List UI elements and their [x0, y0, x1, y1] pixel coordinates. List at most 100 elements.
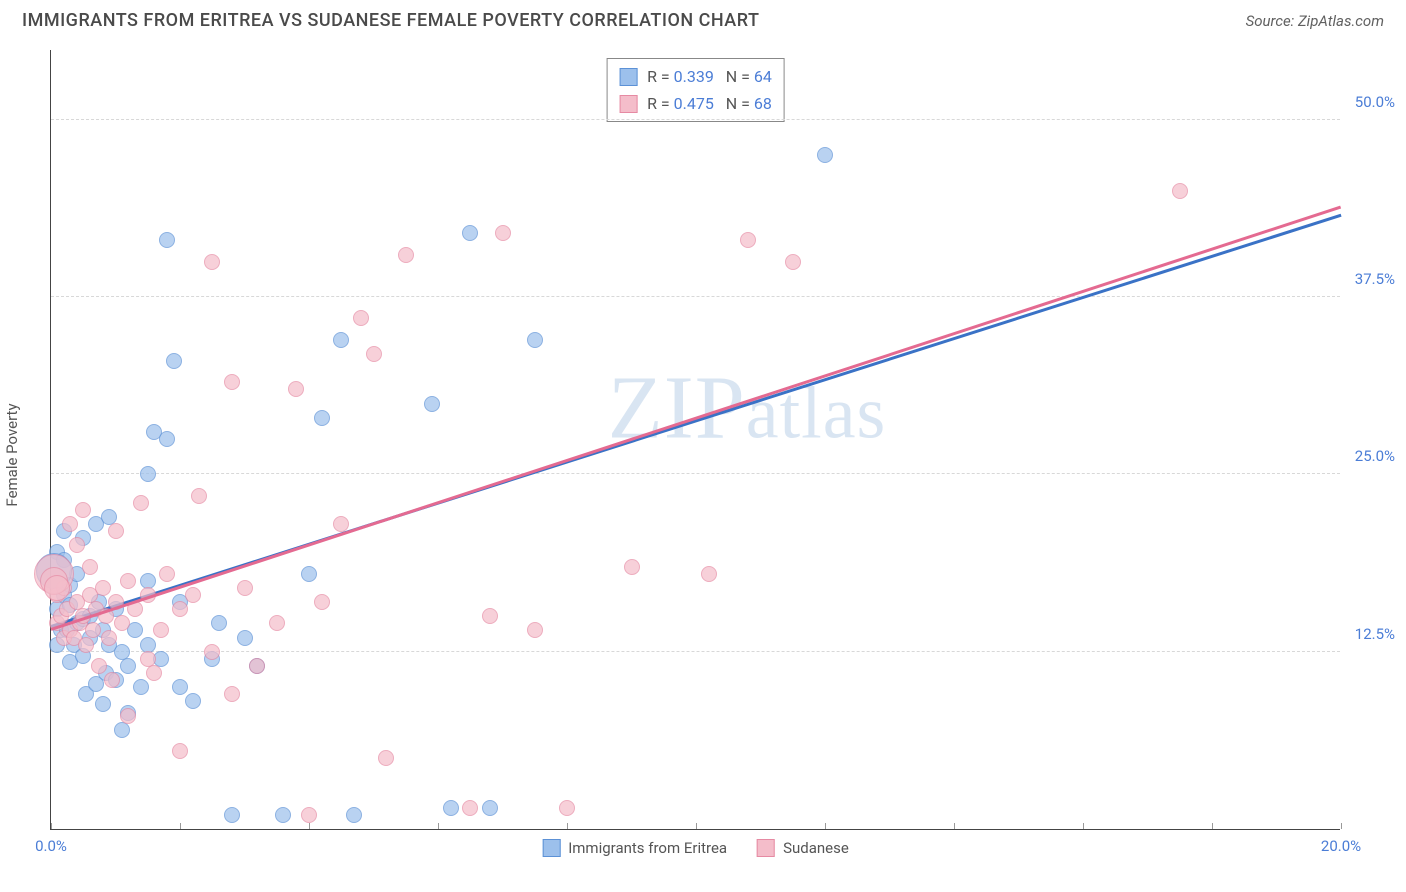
data-point — [166, 353, 182, 369]
data-point — [333, 332, 349, 348]
y-axis-label: Female Poverty — [3, 403, 21, 506]
data-point — [95, 696, 111, 712]
data-point — [817, 147, 833, 163]
data-point — [85, 622, 101, 638]
legend-item-sudanese: Sudanese — [757, 839, 849, 857]
data-point — [133, 679, 149, 695]
data-point — [288, 381, 304, 397]
x-tick-mark — [1212, 823, 1213, 829]
data-point — [224, 686, 240, 702]
data-point — [701, 566, 717, 582]
data-point — [275, 807, 291, 823]
data-point — [75, 502, 91, 518]
r-value-eritrea: 0.339 — [674, 67, 714, 86]
swatch-eritrea — [619, 68, 637, 86]
data-point — [159, 431, 175, 447]
data-point — [624, 559, 640, 575]
data-point — [527, 332, 543, 348]
data-point — [44, 575, 70, 601]
y-tick-label: 12.5% — [1343, 625, 1395, 643]
data-point — [224, 374, 240, 390]
y-tick-label: 50.0% — [1343, 93, 1395, 111]
n-value-sudanese: 68 — [754, 94, 772, 113]
data-point — [785, 254, 801, 270]
x-tick-mark — [1341, 823, 1342, 829]
data-point — [366, 346, 382, 362]
x-tick-mark — [696, 823, 697, 829]
correlation-legend: R = 0.339 N = 64 R = 0.475 N = 68 — [606, 58, 785, 122]
plot-area: ZIPatlas R = 0.339 N = 64 R = 0.475 N = … — [50, 50, 1340, 830]
data-point — [269, 615, 285, 631]
data-point — [204, 644, 220, 660]
x-tick-mark — [51, 823, 52, 829]
x-tick-mark — [438, 823, 439, 829]
data-point — [114, 615, 130, 631]
swatch-sudanese — [619, 95, 637, 113]
legend-item-eritrea: Immigrants from Eritrea — [542, 839, 727, 857]
data-point — [301, 566, 317, 582]
data-point — [495, 225, 511, 241]
data-point — [133, 495, 149, 511]
data-point — [353, 310, 369, 326]
data-point — [172, 743, 188, 759]
data-point — [120, 708, 136, 724]
data-point — [301, 807, 317, 823]
data-point — [398, 247, 414, 263]
data-point — [91, 658, 107, 674]
data-point — [424, 396, 440, 412]
x-tick-label: 0.0% — [35, 837, 67, 855]
data-point — [204, 254, 220, 270]
data-point — [172, 601, 188, 617]
data-point — [237, 580, 253, 596]
x-tick-mark — [954, 823, 955, 829]
data-point — [559, 800, 575, 816]
data-point — [62, 516, 78, 532]
x-tick-mark — [309, 823, 310, 829]
x-tick-mark — [567, 823, 568, 829]
data-point — [314, 594, 330, 610]
data-point — [314, 410, 330, 426]
n-value-eritrea: 64 — [754, 67, 772, 86]
series-legend: Immigrants from Eritrea Sudanese — [542, 839, 849, 857]
data-point — [69, 537, 85, 553]
source-attribution: Source: ZipAtlas.com — [1246, 12, 1384, 30]
data-point — [104, 672, 120, 688]
gridline-h — [51, 296, 1340, 297]
data-point — [527, 622, 543, 638]
data-point — [482, 800, 498, 816]
data-point — [211, 615, 227, 631]
data-point — [146, 665, 162, 681]
legend-label-sudanese: Sudanese — [783, 839, 849, 857]
data-point — [185, 587, 201, 603]
r-value-sudanese: 0.475 — [674, 94, 714, 113]
data-point — [224, 807, 240, 823]
data-point — [159, 232, 175, 248]
data-point — [82, 559, 98, 575]
data-point — [78, 637, 94, 653]
data-point — [462, 800, 478, 816]
data-point — [159, 566, 175, 582]
data-point — [185, 693, 201, 709]
gridline-h — [51, 651, 1340, 652]
data-point — [1172, 183, 1188, 199]
data-point — [140, 466, 156, 482]
data-point — [249, 658, 265, 674]
data-point — [191, 488, 207, 504]
x-tick-mark — [1083, 823, 1084, 829]
chart-title: IMMIGRANTS FROM ERITREA VS SUDANESE FEMA… — [22, 10, 759, 31]
x-tick-mark — [180, 823, 181, 829]
data-point — [114, 722, 130, 738]
chart-container: Female Poverty ZIPatlas R = 0.339 N = 64… — [50, 50, 1390, 860]
legend-row-eritrea: R = 0.339 N = 64 — [619, 63, 772, 90]
data-point — [482, 608, 498, 624]
data-point — [108, 523, 124, 539]
legend-label-eritrea: Immigrants from Eritrea — [568, 839, 727, 857]
gridline-h — [51, 473, 1340, 474]
data-point — [120, 573, 136, 589]
data-point — [120, 658, 136, 674]
data-point — [378, 750, 394, 766]
data-point — [237, 630, 253, 646]
data-point — [462, 225, 478, 241]
x-tick-label: 20.0% — [1321, 837, 1361, 855]
data-point — [443, 800, 459, 816]
